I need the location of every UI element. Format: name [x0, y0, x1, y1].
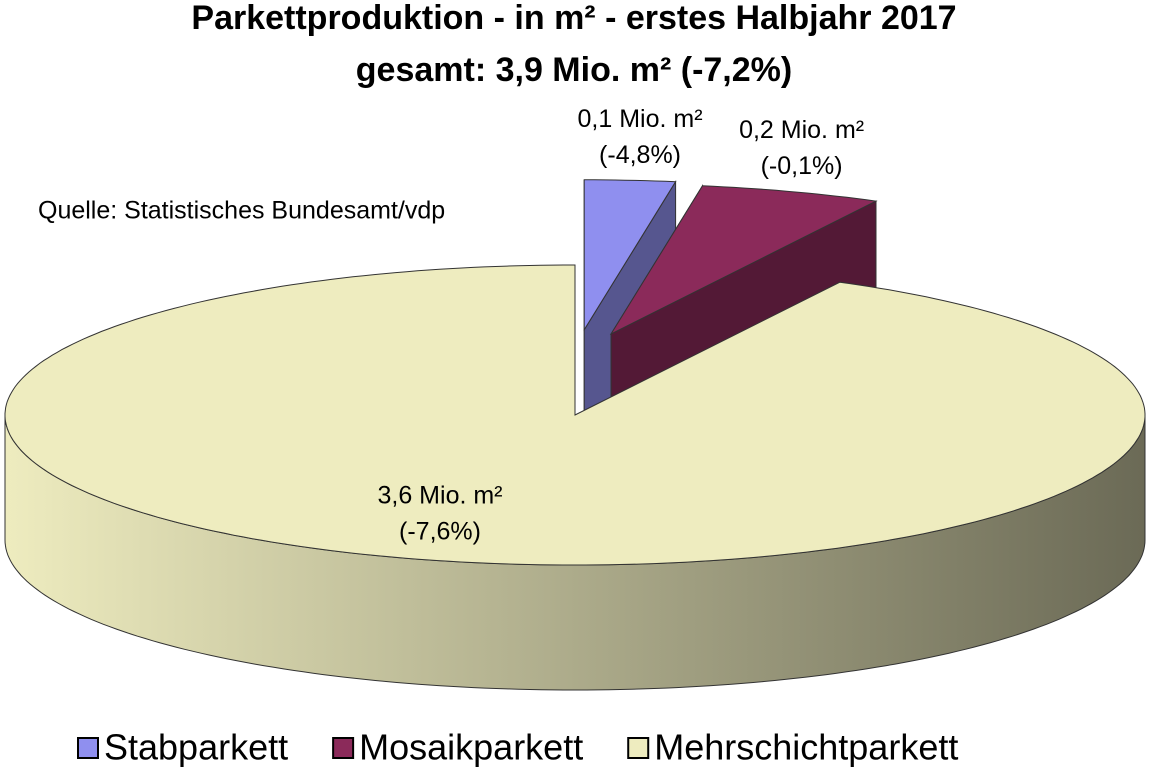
chart-subtitle: gesamt: 3,9 Mio. m² (-7,2%) [356, 51, 792, 89]
data-label: 0,2 Mio. m² [739, 116, 864, 144]
legend-swatch [627, 737, 650, 759]
data-label: (-7,6%) [399, 518, 481, 546]
slice-top [583, 179, 677, 332]
legend-label: Mehrschichtparkett [654, 727, 958, 768]
legend-swatch [77, 737, 99, 759]
legend-label: Stabparkett [104, 727, 288, 768]
source-note: Quelle: Statistisches Bundesamt/vdp [38, 197, 445, 225]
pie [4, 179, 1146, 691]
chart-title: Parkettproduktion - in m² - erstes Halbj… [191, 0, 956, 37]
legend: Stabparkett Mosaikparkett Mehrschichtparke… [77, 727, 958, 768]
data-label: (-0,1%) [761, 152, 843, 180]
data-label: 0,1 Mio. m² [578, 105, 703, 133]
labels: 0,1 Mio. m² (-4,8%) 0,2 Mio. m² (-0,1%) 3,6 … [377, 105, 864, 546]
slice-top [609, 185, 878, 336]
data-label: (-4,8%) [599, 141, 681, 169]
slice [4, 264, 1146, 691]
data-label: 3,6 Mio. m² [377, 482, 502, 510]
legend-swatch [332, 737, 355, 759]
slice-top [4, 264, 1146, 566]
legend-label: Mosaikparkett [359, 727, 583, 768]
